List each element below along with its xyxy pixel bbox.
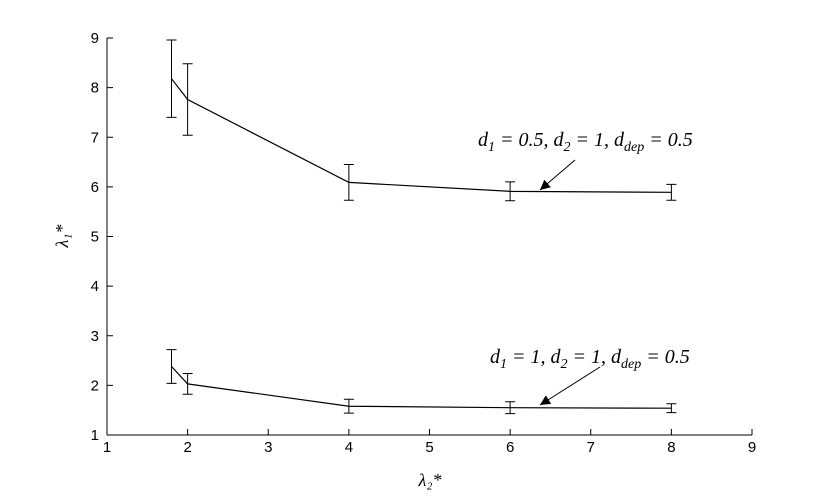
arrow — [539, 366, 601, 406]
x-axis-label: λ₂* — [417, 470, 441, 490]
y-tick-label: 9 — [91, 30, 99, 47]
error-bar — [182, 372, 193, 395]
x-tick-label: 2 — [183, 439, 191, 456]
annotation-text: d — [478, 129, 489, 151]
annotation-text: = 0.5 — [641, 346, 690, 368]
error-bar — [182, 63, 193, 136]
arrow — [539, 159, 576, 191]
y-tick-label: 5 — [91, 229, 99, 246]
subscript: dep — [624, 140, 644, 155]
subscript: 1 — [500, 357, 507, 372]
error-bar-path — [343, 164, 354, 201]
y-axis-label: λ₁* — [52, 224, 72, 248]
annotation-text: = 1, d — [571, 129, 625, 151]
x-tick-label: 1 — [103, 439, 111, 456]
annotation-text: = 1, d — [507, 346, 561, 368]
y-tick-label: 4 — [91, 278, 99, 295]
subscript: 1 — [488, 140, 495, 155]
subscript: 2 — [561, 357, 568, 372]
error-bar-path — [182, 372, 193, 395]
y-tick-label: 1 — [91, 427, 99, 444]
x-tick-label: 3 — [264, 439, 272, 456]
x-tick-label: 6 — [506, 439, 514, 456]
x-tick-label: 9 — [748, 439, 756, 456]
subscript: 2 — [564, 140, 571, 155]
annotation: d1 = 1, d2 = 1, ddep = 0.5 — [490, 346, 690, 372]
x-tick-label: 5 — [425, 439, 433, 456]
error-bar-path — [182, 63, 193, 136]
error-bar-path — [166, 39, 177, 118]
error-bar-path — [166, 349, 177, 384]
error-bar — [505, 401, 516, 415]
annotation-text: = 0.5 — [644, 129, 693, 151]
annotation-text: = 1, d — [568, 346, 622, 368]
y-tick-label: 3 — [91, 328, 99, 345]
x-tick-label: 8 — [667, 439, 675, 456]
error-bar — [166, 349, 177, 384]
y-tick-label: 6 — [91, 179, 99, 196]
error-bar-path — [505, 181, 516, 202]
error-bar-path — [343, 398, 354, 414]
error-bar-path — [666, 403, 677, 414]
annotation-text: d — [490, 346, 501, 368]
error-bar — [666, 183, 677, 201]
error-bar — [343, 164, 354, 201]
subscript: dep — [621, 357, 641, 372]
error-bar — [343, 398, 354, 414]
error-bar — [666, 403, 677, 414]
error-bar — [166, 39, 177, 118]
line — [171, 366, 672, 409]
y-tick-label: 8 — [91, 80, 99, 97]
error-bar-path — [505, 401, 516, 415]
y-tick-label: 7 — [91, 129, 99, 146]
annotation-text: = 0.5, d — [495, 129, 564, 151]
x-tick-label: 4 — [345, 439, 353, 456]
x-tick-label: 7 — [587, 439, 595, 456]
y-tick-label: 2 — [91, 377, 99, 394]
error-bar — [505, 181, 516, 202]
annotation: d1 = 0.5, d2 = 1, ddep = 0.5 — [478, 129, 693, 155]
error-bar-path — [666, 183, 677, 201]
